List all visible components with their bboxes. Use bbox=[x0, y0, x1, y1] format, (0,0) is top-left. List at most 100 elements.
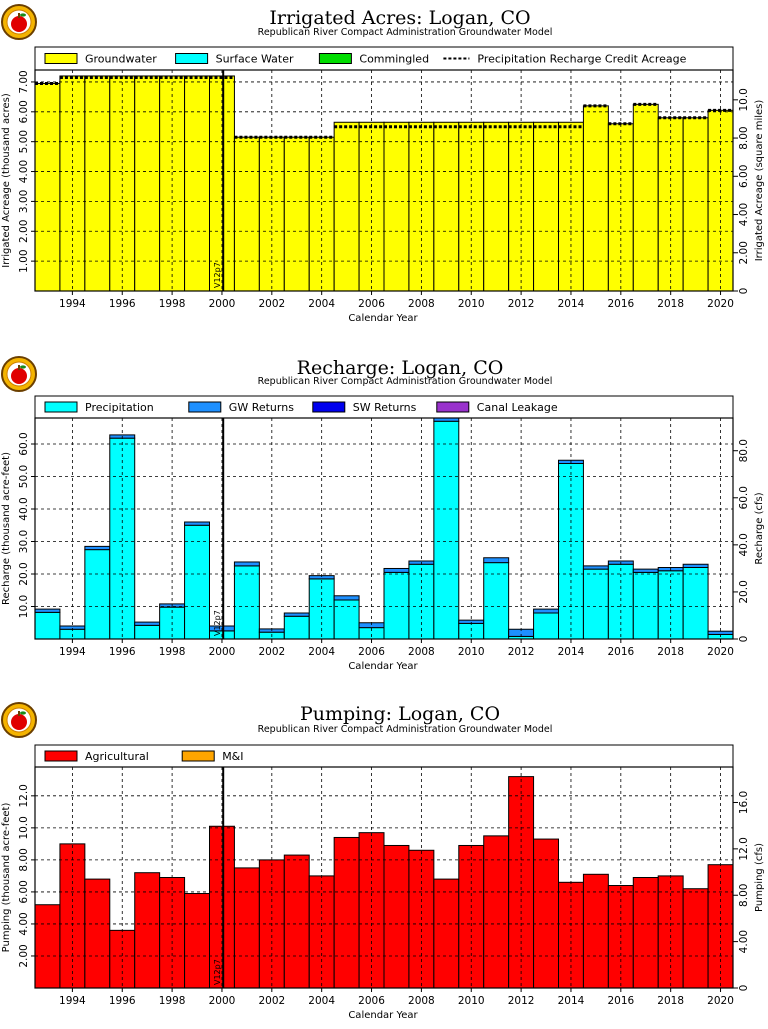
chart-title: Pumping: Logan, CO bbox=[300, 703, 500, 725]
chart-title: Irrigated Acres: Logan, CO bbox=[269, 7, 530, 29]
bar-precipitation-2015 bbox=[582, 568, 609, 640]
x-tick-label: 1996 bbox=[109, 646, 136, 658]
x-tick-label: 1994 bbox=[59, 995, 86, 1007]
apple-stem bbox=[18, 711, 20, 716]
marker-label: V12p7 bbox=[213, 610, 222, 636]
x-tick-label: 2002 bbox=[258, 298, 285, 310]
bar-groundwater-2009 bbox=[433, 121, 460, 292]
legend-swatch bbox=[175, 53, 209, 64]
y2-tick-label: 2.00 bbox=[738, 241, 750, 264]
apple-icon bbox=[11, 16, 27, 32]
bar-precipitation-1993 bbox=[34, 611, 61, 640]
bar-gw-returns-2001 bbox=[233, 561, 260, 567]
x-axis-label: Calendar Year bbox=[348, 1010, 418, 1021]
chart-title: Recharge: Logan, CO bbox=[297, 357, 504, 379]
y2-tick-label: 0 bbox=[738, 288, 750, 295]
y-tick-label: 4.00 bbox=[18, 160, 30, 183]
y-axis-label: Pumping (thousand acre-feet) bbox=[1, 803, 12, 953]
legend-label: M&I bbox=[222, 750, 243, 763]
bar-agricultural-2019 bbox=[682, 888, 709, 989]
y2-tick-label: 20.0 bbox=[738, 580, 750, 603]
y2-tick-label: 60.0 bbox=[738, 486, 750, 509]
x-tick-label: 2016 bbox=[607, 646, 634, 658]
x-tick-label: 2014 bbox=[558, 298, 585, 310]
bar-groundwater-2015 bbox=[582, 105, 609, 292]
x-tick-label: 2002 bbox=[258, 646, 285, 658]
x-tick-label: 2004 bbox=[308, 646, 335, 658]
bar-gw-returns-2011 bbox=[483, 557, 510, 564]
bar-gw-returns-1997 bbox=[134, 621, 161, 626]
bar-agricultural-1995 bbox=[84, 878, 111, 989]
bar-agricultural-1994 bbox=[59, 843, 86, 989]
legend-swatch bbox=[44, 53, 78, 64]
y2-tick-label: 0 bbox=[738, 636, 750, 643]
x-tick-label: 1994 bbox=[59, 646, 86, 658]
bar-groundwater-2007 bbox=[383, 121, 410, 292]
legend-label: Surface Water bbox=[216, 53, 294, 66]
legend-label: Commingled bbox=[359, 53, 429, 66]
bar-precipitation-2005 bbox=[333, 599, 360, 640]
bar-groundwater-2001 bbox=[233, 136, 260, 292]
apple-stem bbox=[18, 13, 20, 18]
y2-tick-label: 4.00 bbox=[738, 930, 750, 953]
x-tick-label: 2006 bbox=[358, 298, 385, 310]
y2-ticks: 0 4.00 8.00 12.0 16.0 bbox=[733, 791, 750, 991]
legend: Groundwater Surface Water Commingled Precip… bbox=[44, 53, 687, 66]
x-tick-label: 2000 bbox=[209, 298, 236, 310]
y2-tick-label: 8.00 bbox=[738, 884, 750, 907]
bar-agricultural-1993 bbox=[34, 904, 61, 989]
y2-tick-label: 80.0 bbox=[738, 439, 750, 462]
x-tick-label: 2020 bbox=[707, 298, 734, 310]
x-tick-label: 1996 bbox=[109, 995, 136, 1007]
x-axis-label: Calendar Year bbox=[348, 661, 418, 672]
x-tick-label: 2012 bbox=[508, 995, 535, 1007]
bar-precipitation-1997 bbox=[134, 624, 161, 640]
bar-groundwater-2017 bbox=[632, 103, 659, 292]
x-tick-label: 1998 bbox=[159, 298, 186, 310]
x-tick-label: 2008 bbox=[408, 646, 435, 658]
plot-frame bbox=[34, 69, 734, 292]
x-tick-label: 2016 bbox=[607, 298, 634, 310]
legend-swatch bbox=[44, 750, 78, 762]
chart-subtitle: Republican River Compact Administration … bbox=[258, 724, 553, 735]
x-tick-label: 1994 bbox=[59, 298, 86, 310]
legend-swatch bbox=[312, 401, 346, 413]
chart-subtitle: Republican River Compact Administration … bbox=[258, 376, 553, 387]
y2-tick-label: 4.00 bbox=[738, 203, 750, 226]
bar-groundwater-1999 bbox=[184, 75, 210, 292]
legend-swatch bbox=[436, 401, 470, 413]
gridlines bbox=[35, 418, 733, 639]
y-tick-label: 10.0 bbox=[18, 595, 30, 618]
y2-axis-label: Pumping (cfs) bbox=[754, 843, 765, 912]
y2-tick-label: 40.0 bbox=[738, 533, 750, 556]
chart-subtitle: Republican River Compact Administration … bbox=[258, 27, 553, 38]
bar-precipitation-2003 bbox=[283, 615, 310, 640]
apple-logo bbox=[1, 4, 37, 40]
y-axis-label: Recharge (thousand acre-feet) bbox=[1, 452, 12, 605]
x-tick-label: 2010 bbox=[458, 298, 485, 310]
bar-precipitation-2007 bbox=[383, 571, 410, 640]
x-tick-label: 2008 bbox=[408, 995, 435, 1007]
bar-groundwater-2008 bbox=[408, 121, 435, 292]
legend-swatch bbox=[44, 401, 78, 413]
apple-icon bbox=[11, 368, 27, 384]
x-tick-label: 2014 bbox=[558, 646, 585, 658]
x-ticks: 1994 1996 1998 2000 2002 2004 2006 2008 2010 2012… bbox=[59, 291, 734, 310]
y2-tick-label: 6.00 bbox=[738, 165, 750, 188]
y2-tick-label: 8.00 bbox=[738, 126, 750, 149]
bar-gw-returns-2003 bbox=[283, 612, 310, 617]
y-tick-label: 1.00 bbox=[18, 249, 30, 272]
bar-gw-returns-2020 bbox=[707, 630, 734, 635]
x-tick-label: 2016 bbox=[607, 995, 634, 1007]
bar-precipitation-2013 bbox=[533, 612, 559, 640]
bar-groundwater-2012 bbox=[508, 121, 535, 292]
x-tick-label: 1996 bbox=[109, 298, 136, 310]
bar-agricultural-2003 bbox=[283, 854, 310, 989]
bar-groundwater-2003 bbox=[283, 136, 310, 292]
apple-logo bbox=[1, 356, 37, 392]
bar-gw-returns-2017 bbox=[632, 568, 659, 573]
y-tick-label: 40.0 bbox=[18, 497, 30, 520]
